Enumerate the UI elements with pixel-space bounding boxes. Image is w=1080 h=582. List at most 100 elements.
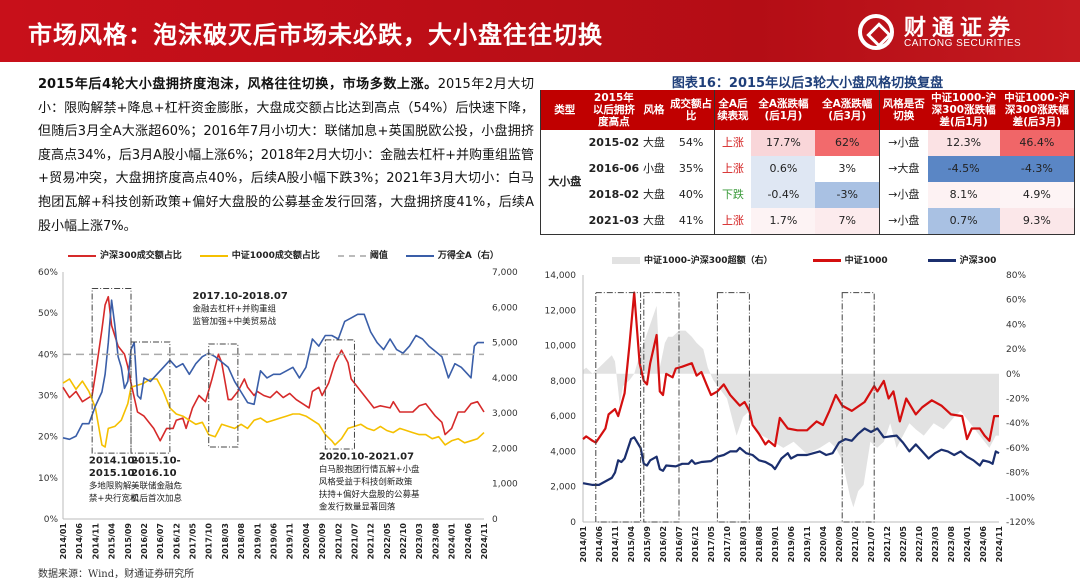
highlight-box bbox=[130, 341, 171, 454]
col-header: 中证1000-沪深300涨跌幅差(后1月) bbox=[927, 90, 1000, 130]
excess-return-area bbox=[583, 305, 999, 508]
x-tick-label: 2021/07 bbox=[350, 523, 359, 559]
d1-cell: 8.1% bbox=[927, 182, 1000, 208]
y-tick-label: 8,000 bbox=[550, 377, 576, 387]
y-tick-label: 6,000 bbox=[550, 412, 576, 422]
x-tick-label: 2023/03 bbox=[931, 526, 940, 562]
highlight-box bbox=[716, 292, 750, 523]
col-header: 成交额占比 bbox=[668, 90, 714, 130]
share-cell: 40% bbox=[678, 188, 704, 201]
col-header: 全A涨跌幅(后1月) bbox=[751, 90, 816, 130]
y2-tick-label: 60% bbox=[1006, 296, 1026, 306]
style-cell: 大盘 bbox=[642, 136, 665, 149]
y-tick-label: 60% bbox=[38, 268, 58, 278]
col-header: 全A涨跌幅(后3月) bbox=[815, 90, 880, 130]
x-tick-label: 2019/06 bbox=[787, 526, 796, 563]
d1-cell: -4.5% bbox=[927, 156, 1000, 182]
annotation-text: 2020.10-2021.07 bbox=[319, 451, 414, 462]
d1-cell: 12.3% bbox=[927, 130, 1000, 156]
x-tick-label: 2024/01 bbox=[448, 523, 457, 560]
y2-tick-label: 7,000 bbox=[492, 268, 518, 278]
left-chart-legend: 沪深300成交额占比 中证1000成交额占比 阈值 万得全A（右） bbox=[68, 248, 499, 261]
annotation-text: 2014.10- bbox=[89, 455, 139, 466]
x-tick-label: 2024/06 bbox=[979, 526, 988, 563]
y2-tick-label: -60% bbox=[1006, 444, 1030, 454]
y2-tick-label: 5,000 bbox=[492, 339, 518, 349]
x-tick-label: 2015/09 bbox=[124, 523, 133, 560]
x-tick-label: 2014/11 bbox=[611, 526, 620, 563]
a1-cell: 1.7% bbox=[751, 208, 816, 234]
legend-item: 沪深300 bbox=[927, 253, 996, 266]
right-chart-legend: 中证1000-沪深300超额（右） 中证1000 沪深300 bbox=[612, 253, 996, 266]
legend-item: 万得全A（右） bbox=[405, 248, 499, 261]
a1-cell: -0.4% bbox=[751, 182, 816, 208]
x-tick-label: 2021/12 bbox=[883, 526, 892, 562]
a3-cell: 3% bbox=[838, 162, 856, 175]
y2-tick-label: -80% bbox=[1006, 469, 1030, 479]
header-bar: 市场风格：泡沫破灭后市场未必跌，大小盘往往切换 财通证券 CAITONG SEC… bbox=[0, 0, 1080, 62]
logo-cn: 财通证券 bbox=[904, 16, 1017, 41]
x-tick-label: 2023/08 bbox=[947, 526, 956, 563]
lead-bold: 2015年后4轮大小盘拥挤度泡沫，风格往往切换，市场多数上涨。 bbox=[38, 77, 438, 92]
switch-cell: →小盘 bbox=[879, 208, 928, 234]
x-tick-label: 2018/08 bbox=[755, 526, 764, 563]
x-tick-label: 2019/01 bbox=[771, 526, 780, 563]
date-cell: 2015-02 bbox=[588, 136, 640, 149]
x-tick-label: 2024/11 bbox=[995, 526, 1004, 563]
table-title: 图表16：2015年以后3轮大小盘风格切换复盘 bbox=[671, 76, 944, 91]
perf-cell: 上涨 bbox=[713, 208, 752, 234]
y2-tick-label: 0% bbox=[1006, 370, 1021, 380]
y2-tick-label: 80% bbox=[1006, 271, 1026, 281]
x-tick-label: 2023/03 bbox=[415, 523, 424, 559]
y-tick-label: 50% bbox=[38, 309, 58, 319]
y-tick-label: 40% bbox=[38, 350, 58, 360]
annotation-text: 扶持+偏好大盘股的公募基 bbox=[319, 489, 420, 500]
x-tick-label: 2022/10 bbox=[915, 526, 924, 563]
x-tick-label: 2021/02 bbox=[851, 526, 860, 562]
switch-cell: →小盘 bbox=[879, 130, 928, 156]
table-row: 2018-02 大盘 40% 下跌 -0.4% -3% →小盘 8.1% 4.9… bbox=[541, 182, 1075, 208]
x-tick-label: 2014/06 bbox=[595, 526, 604, 563]
share-cell: 41% bbox=[678, 213, 704, 227]
y2-tick-label: -40% bbox=[1006, 419, 1030, 429]
x-tick-label: 2018/03 bbox=[221, 523, 230, 559]
annotation-text: 2015.10 bbox=[89, 468, 135, 479]
switch-cell: →大盘 bbox=[879, 156, 928, 182]
table-row: 2021-03 大盘 41% 上涨 1.7% 7% →小盘 0.7% 9.3% bbox=[541, 208, 1075, 234]
x-tick-label: 2014/06 bbox=[75, 523, 84, 560]
annotation-text: 美联储金融危 bbox=[131, 480, 183, 491]
x-tick-label: 2016/07 bbox=[675, 526, 684, 562]
perf-cell: 上涨 bbox=[713, 156, 752, 182]
d3-cell: 4.9% bbox=[999, 182, 1075, 208]
perf-cell: 上涨 bbox=[713, 130, 752, 156]
x-tick-label: 2014/01 bbox=[579, 526, 588, 563]
annotation-text: 金发行数量显著回落 bbox=[319, 501, 396, 512]
legend-item: 中证1000成交额占比 bbox=[199, 248, 320, 261]
y-tick-label: 10,000 bbox=[545, 342, 577, 352]
y-tick-label: 0 bbox=[570, 518, 576, 528]
table-row: 大小盘 2015-02 大盘 54% 上涨 17.7% 62% →小盘 12.3… bbox=[541, 130, 1075, 187]
date-cell: 2016-06 bbox=[588, 162, 640, 175]
x-tick-label: 2018/03 bbox=[739, 526, 748, 562]
data-source: 数据来源：Wind，财通证券研究所 bbox=[38, 569, 195, 580]
x-tick-label: 2019/01 bbox=[253, 523, 262, 560]
annotation-text: 2015.10- bbox=[131, 455, 181, 466]
series-line-中证1000成交额占比 bbox=[62, 378, 485, 448]
x-tick-label: 2019/06 bbox=[270, 523, 279, 560]
annotation-text: 2017.10-2018.07 bbox=[193, 291, 288, 302]
y2-tick-label: 6,000 bbox=[492, 303, 518, 313]
annotation-text: 多地限购解 bbox=[89, 480, 132, 491]
y2-tick-label: 4,000 bbox=[492, 374, 518, 384]
x-tick-label: 2016/02 bbox=[659, 526, 668, 562]
x-tick-label: 2017/10 bbox=[723, 526, 732, 563]
lead-paragraph: 2015年后4轮大小盘拥挤度泡沫，风格往往切换，市场多数上涨。2015年2月大切… bbox=[38, 73, 534, 238]
x-tick-label: 2021/02 bbox=[334, 523, 343, 559]
d3-cell: 9.3% bbox=[999, 208, 1075, 234]
highlight-box bbox=[91, 287, 132, 454]
y2-tick-label: 0 bbox=[492, 515, 498, 525]
a1-cell: 0.6% bbox=[751, 156, 816, 182]
logo-en: CAITONG SECURITIES bbox=[904, 38, 1022, 49]
style-switch-table: 类型 2015年以后拥挤度高点 风格 成交额占比 全A后续表现 全A涨跌幅(后1… bbox=[540, 90, 1075, 235]
y2-tick-label: 40% bbox=[1006, 320, 1026, 330]
